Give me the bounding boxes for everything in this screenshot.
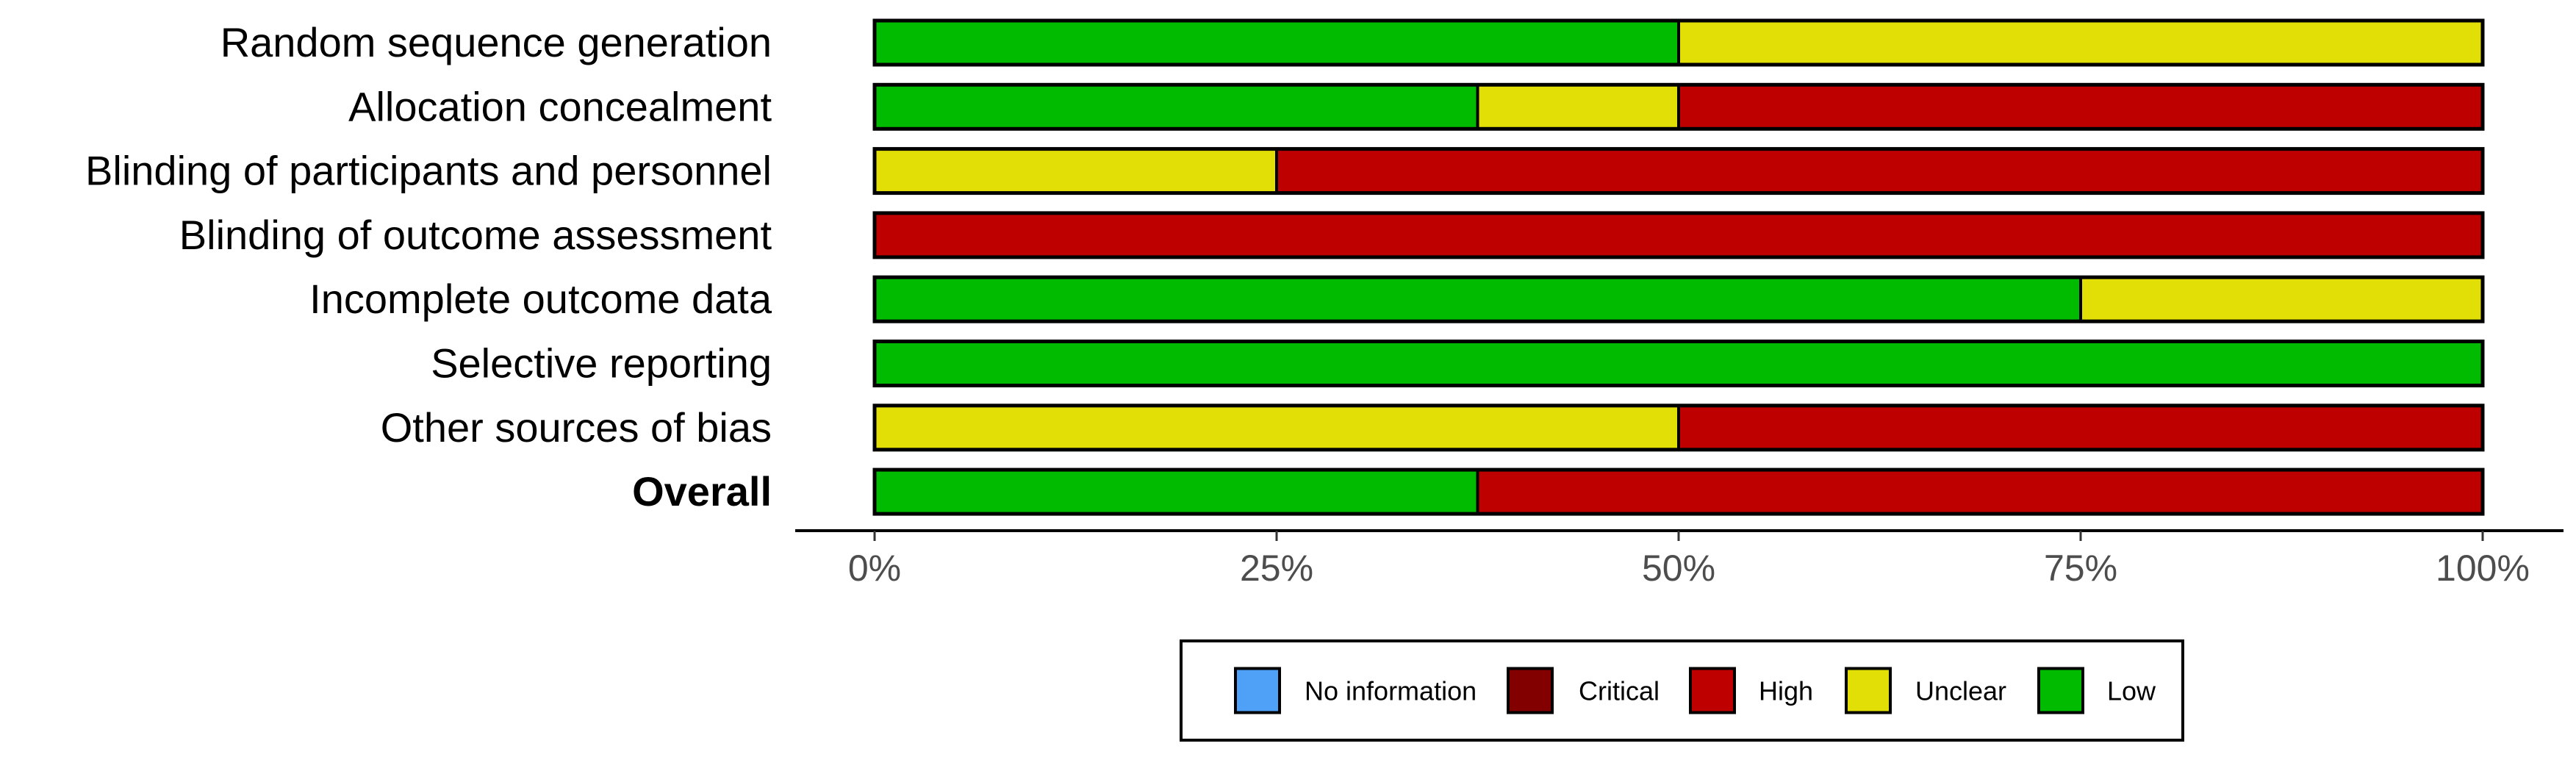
legend-key-no-information <box>1234 667 1281 714</box>
legend-box <box>1180 639 2184 742</box>
legend-label-no-information: No information <box>1305 676 1477 706</box>
category-label-blinding-of-outcome-assessment: Blinding of outcome assessment <box>179 212 772 258</box>
x-tick-label-0: 0% <box>848 548 901 589</box>
legend-label-unclear: Unclear <box>1915 676 2006 706</box>
x-tick-label-50: 50% <box>1642 548 1715 589</box>
category-label-random-sequence-generation: Random sequence generation <box>220 19 772 65</box>
bar-outline-overall <box>872 467 2485 516</box>
bar-segment-high-overall <box>1477 470 2483 515</box>
bar-segment-low-allocation-concealment <box>875 85 1478 129</box>
x-tick-label-100: 100% <box>2436 548 2530 589</box>
bar-segment-unclear-blinding-of-participants-and-personnel <box>875 148 1277 193</box>
bar-outline-blinding-of-participants-and-personnel <box>872 147 2485 196</box>
bar-segment-low-overall <box>875 470 1478 515</box>
category-label-selective-reporting: Selective reporting <box>431 340 772 387</box>
bar-segment-low-selective-reporting <box>875 341 2483 386</box>
category-label-blinding-of-participants-and-personnel: Blinding of participants and personnel <box>85 148 772 194</box>
bar-segment-high-other-sources-of-bias <box>1679 405 2483 450</box>
bar-segment-high-blinding-of-participants-and-personnel <box>1277 148 2483 193</box>
bar-segment-low-random-sequence-generation <box>875 21 1679 65</box>
category-label-allocation-concealment: Allocation concealment <box>348 83 772 129</box>
bar-outline-incomplete-outcome-data <box>872 275 2485 323</box>
category-label-other-sources-of-bias: Other sources of bias <box>381 404 772 451</box>
bar-segment-unclear-random-sequence-generation <box>1679 21 2483 65</box>
bar-segment-low-incomplete-outcome-data <box>875 277 2081 322</box>
bar-segment-unclear-other-sources-of-bias <box>875 405 1679 450</box>
x-tick-label-25: 25% <box>1240 548 1313 589</box>
legend-key-critical <box>1507 667 1554 714</box>
legend-key-unclear <box>1845 667 1892 714</box>
bar-segment-unclear-incomplete-outcome-data <box>2081 277 2483 322</box>
bar-outline-selective-reporting <box>872 340 2485 387</box>
x-tick-label-75: 75% <box>2044 548 2117 589</box>
bar-outline-blinding-of-outcome-assessment <box>872 211 2485 259</box>
legend-label-high: High <box>1759 676 1813 706</box>
category-label-overall: Overall <box>632 468 772 515</box>
bar-segment-high-blinding-of-outcome-assessment <box>875 212 2483 257</box>
category-label-incomplete-outcome-data: Incomplete outcome data <box>309 276 772 322</box>
legend-key-low <box>2037 667 2084 714</box>
bar-segment-unclear-allocation-concealment <box>1477 85 1679 129</box>
legend-label-critical: Critical <box>1579 676 1660 706</box>
bar-segment-high-allocation-concealment <box>1679 85 2483 129</box>
legend-key-high <box>1689 667 1736 714</box>
legend-label-low: Low <box>2107 676 2156 706</box>
